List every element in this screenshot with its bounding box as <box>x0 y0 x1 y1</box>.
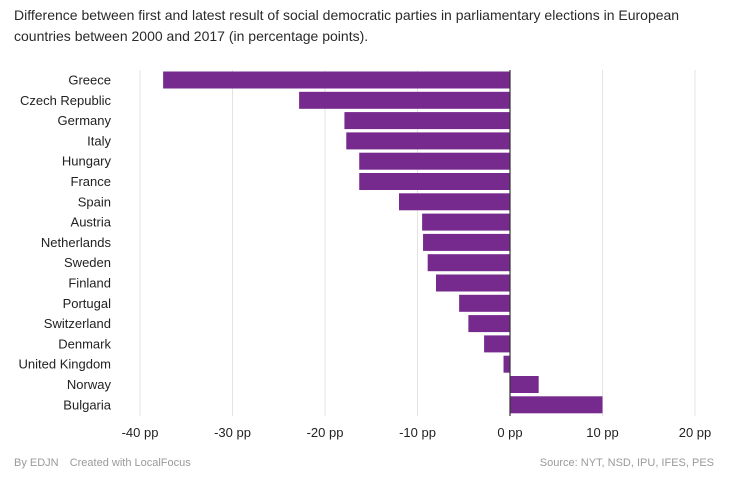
x-tick-label: 20 pp <box>679 425 712 440</box>
category-label: Portugal <box>63 296 112 311</box>
category-label: Greece <box>68 73 111 88</box>
category-label: Germany <box>58 113 112 128</box>
x-tick-label: -30 pp <box>214 425 251 440</box>
bar[interactable] <box>468 315 510 333</box>
category-label: Spain <box>78 194 111 209</box>
bar[interactable] <box>422 213 510 231</box>
category-label: Netherlands <box>41 235 112 250</box>
category-label: Finland <box>68 276 111 291</box>
category-label: Norway <box>67 377 112 392</box>
bar[interactable] <box>436 274 510 292</box>
category-label: Switzerland <box>44 316 111 331</box>
footer-by: By EDJN <box>14 457 59 469</box>
x-tick-label: -20 pp <box>307 425 344 440</box>
bar[interactable] <box>510 376 539 393</box>
footer-source: Source: NYT, NSD, IPU, IFES, PES <box>539 457 714 469</box>
bar[interactable] <box>299 91 510 109</box>
category-label: Italy <box>87 133 111 148</box>
category-label: Hungary <box>62 154 112 169</box>
x-tick-label: 0 pp <box>497 425 522 440</box>
bar[interactable] <box>399 193 510 211</box>
footer-created-with: Created with LocalFocus <box>69 457 191 469</box>
category-label: Denmark <box>58 336 111 351</box>
bar[interactable] <box>423 233 510 251</box>
category-label: France <box>71 174 111 189</box>
x-tick-label: -40 pp <box>122 425 159 440</box>
bar[interactable] <box>359 173 510 190</box>
x-tick-label: -10 pp <box>399 425 436 440</box>
bar[interactable] <box>163 71 510 89</box>
category-label: United Kingdom <box>19 357 112 372</box>
bar[interactable] <box>427 254 510 272</box>
bar[interactable] <box>344 112 510 130</box>
bar[interactable] <box>346 132 510 150</box>
category-label: Bulgaria <box>63 397 111 412</box>
bar[interactable] <box>484 335 510 353</box>
bar[interactable] <box>503 355 510 373</box>
bar[interactable] <box>510 396 603 414</box>
footer-credits: By EDJN Created with LocalFocus <box>14 457 199 469</box>
bar[interactable] <box>359 152 510 170</box>
x-tick-label: 10 pp <box>586 425 619 440</box>
bar[interactable] <box>459 294 510 312</box>
category-label: Czech Republic <box>20 93 112 108</box>
category-label: Sweden <box>64 255 111 270</box>
chart-title: Difference between first and latest resu… <box>14 7 680 44</box>
category-label: Austria <box>71 215 112 230</box>
